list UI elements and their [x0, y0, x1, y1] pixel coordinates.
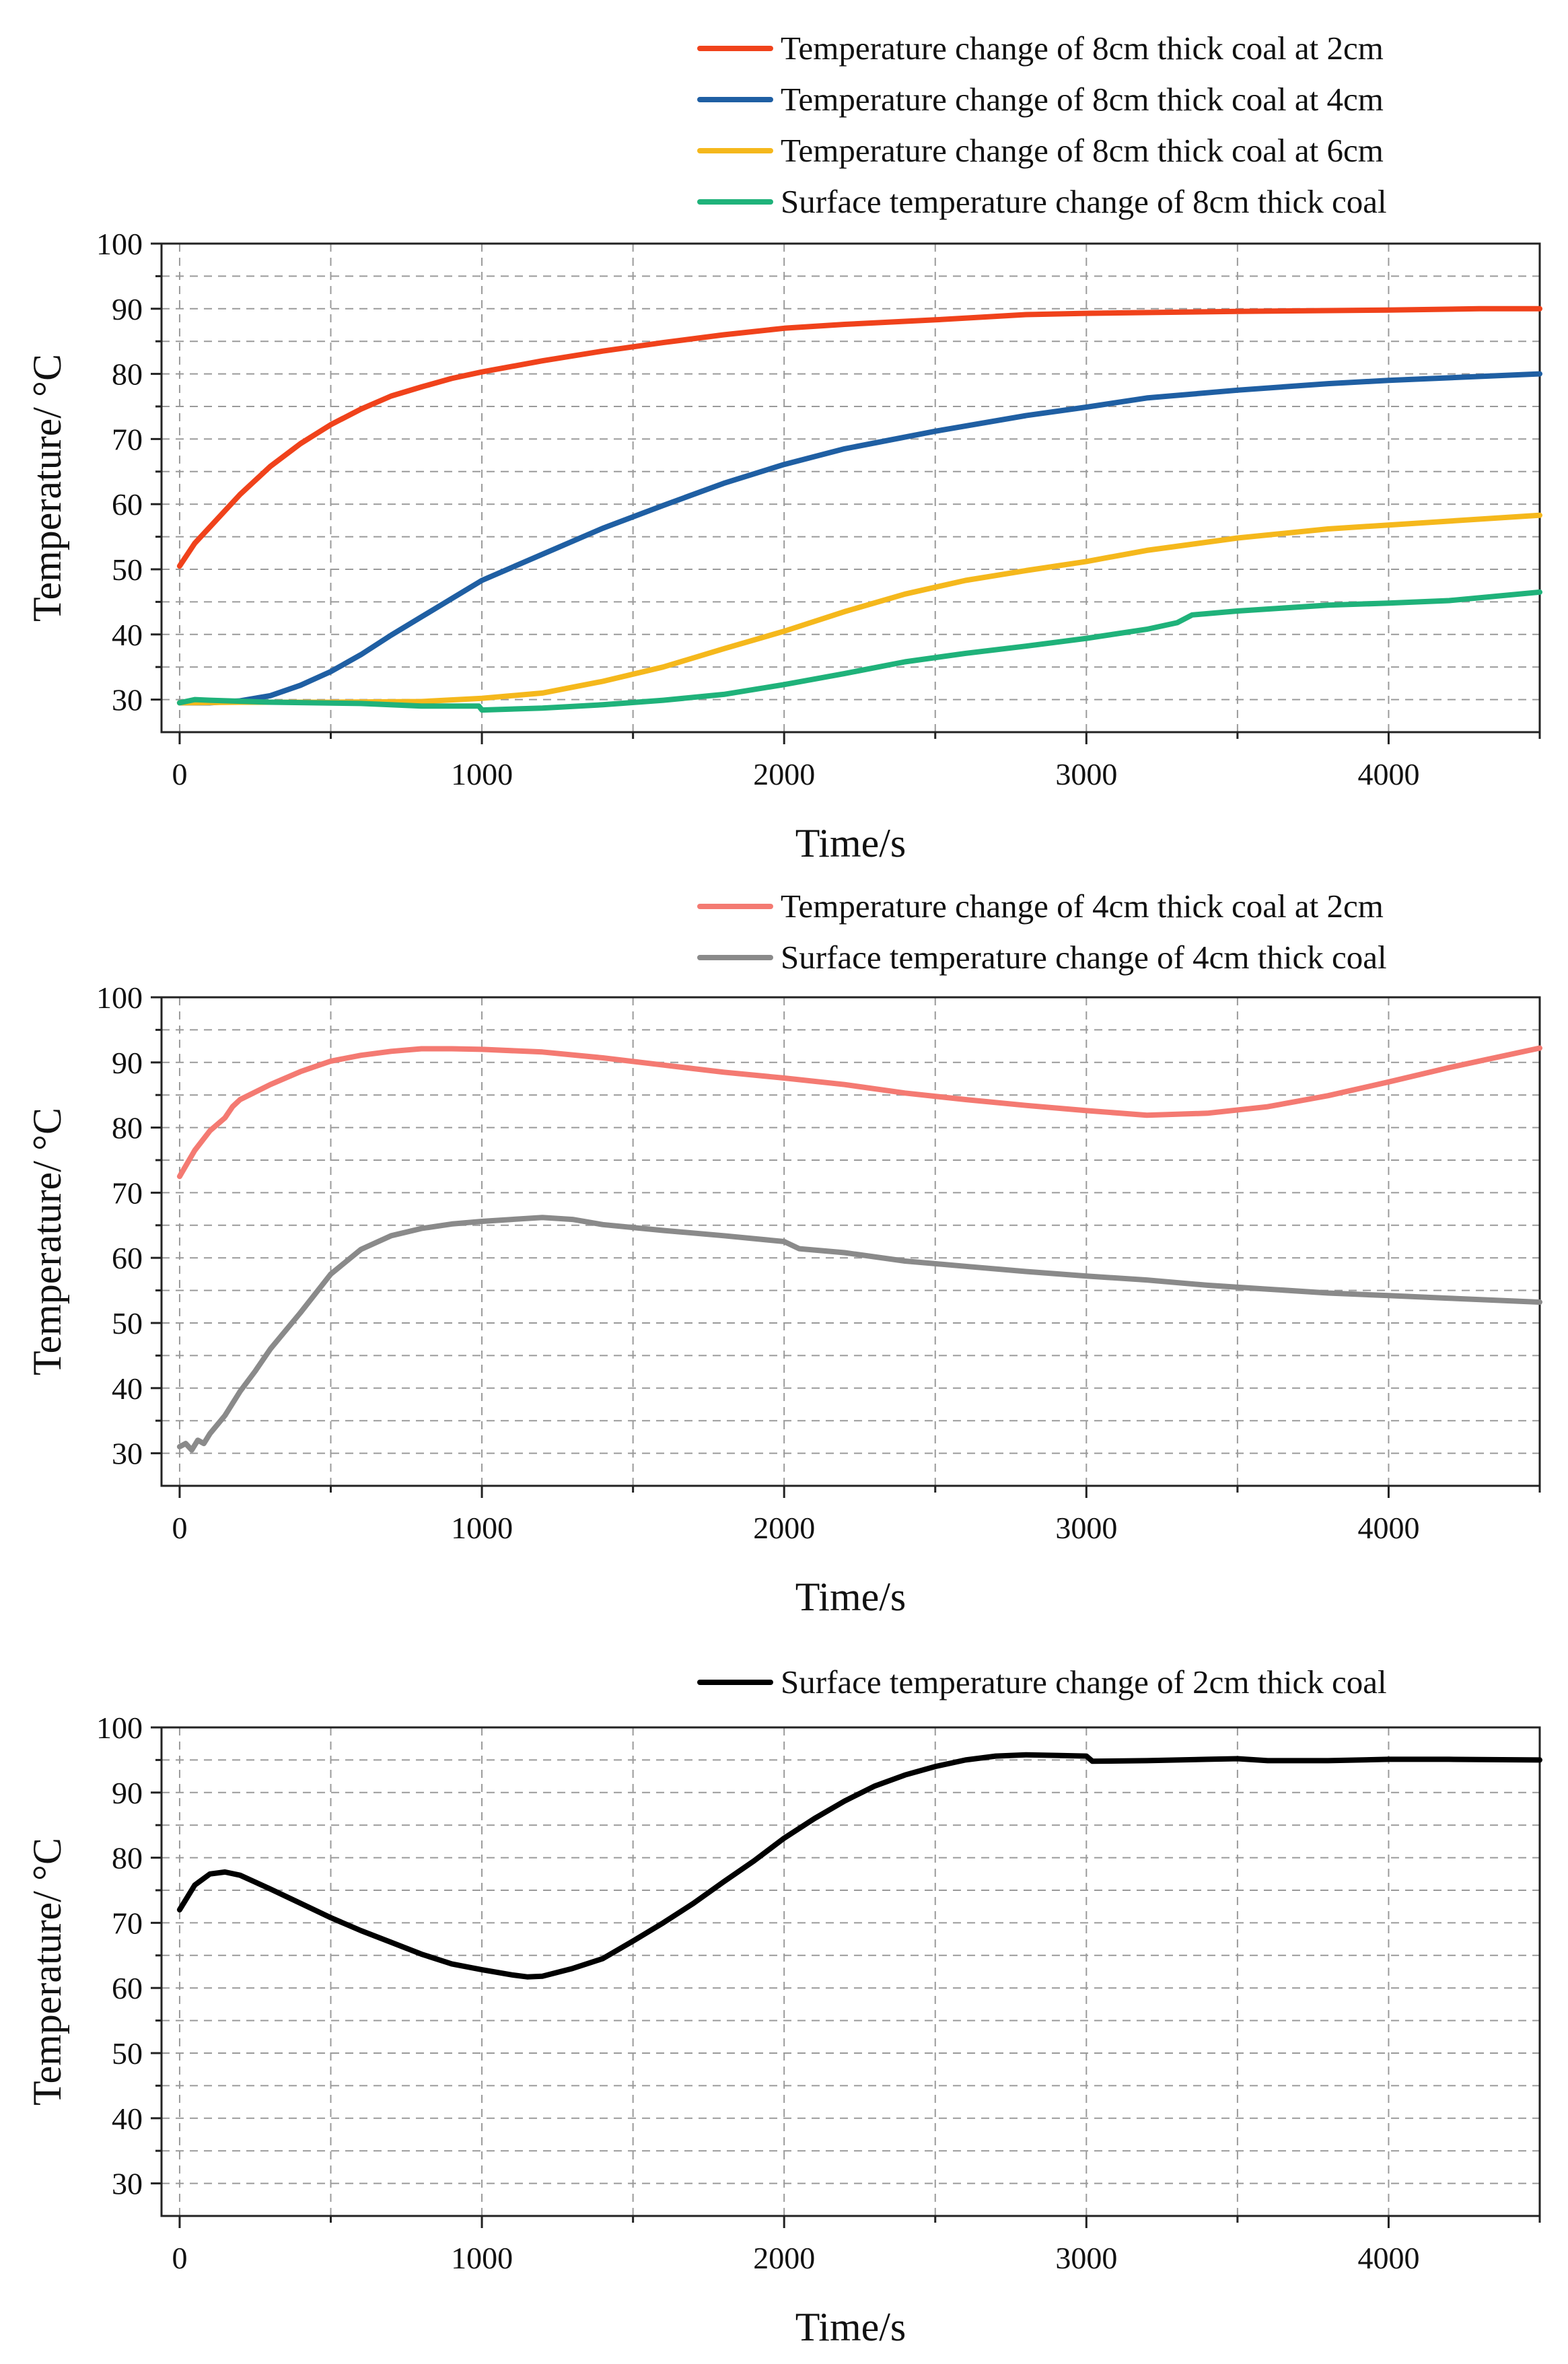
series-line-1: [176, 1045, 1542, 1180]
y-axis-title: Temperature/ °C: [25, 1108, 69, 1375]
x-tick-label: 2000: [753, 1511, 815, 1545]
series-line-1: [176, 306, 1542, 569]
y-tick-label: 80: [112, 1111, 143, 1145]
x-axis-title: Time/s: [795, 821, 906, 865]
x-tick-label: 1000: [451, 2241, 513, 2275]
y-tick-label: 30: [112, 1437, 143, 1471]
series-line-2: [176, 371, 1542, 706]
legend-label: Temperature change of 8cm thick coal at …: [781, 30, 1384, 67]
y-tick-label: 70: [112, 1906, 143, 1940]
y-tick-label: 50: [112, 2036, 143, 2071]
series-group: [176, 1045, 1542, 1453]
y-tick-label: 50: [112, 552, 143, 587]
legend: Temperature change of 8cm thick coal at …: [697, 30, 1387, 220]
series-line-2: [176, 1215, 1542, 1453]
y-tick-label: 70: [112, 422, 143, 456]
y-axis: 30 40 50 60 70 80 90 100: [96, 227, 162, 717]
y-tick-label: 60: [112, 487, 143, 522]
y-tick-label: 100: [96, 980, 143, 1015]
y-tick-label: 30: [112, 683, 143, 717]
y-tick-label: 40: [112, 618, 143, 652]
series-line-1: [176, 1752, 1542, 1980]
legend-label: Temperature change of 4cm thick coal at …: [781, 888, 1384, 925]
x-tick-label: 3000: [1055, 2241, 1117, 2275]
y-tick-label: 70: [112, 1176, 143, 1210]
x-axis-title: Time/s: [795, 1575, 906, 1619]
y-tick-label: 100: [96, 1711, 143, 1745]
x-tick-label: 0: [172, 757, 187, 791]
y-tick-label: 60: [112, 1241, 143, 1275]
x-tick-label: 4000: [1357, 2241, 1419, 2275]
y-tick-label: 90: [112, 292, 143, 326]
y-tick-label: 50: [112, 1306, 143, 1340]
x-tick-label: 0: [172, 1511, 187, 1545]
legend-label: Temperature change of 8cm thick coal at …: [781, 132, 1384, 169]
grid: [162, 997, 1540, 1486]
y-tick-label: 80: [112, 357, 143, 392]
y-tick-label: 80: [112, 1841, 143, 1875]
y-tick-label: 90: [112, 1776, 143, 1810]
y-tick-label: 40: [112, 2102, 143, 2136]
legend-label: Surface temperature change of 8cm thick …: [781, 183, 1387, 220]
legend: Surface temperature change of 2cm thick …: [697, 1663, 1387, 1700]
legend-label: Surface temperature change of 2cm thick …: [781, 1663, 1387, 1700]
x-axis: 0 1000 2000 3000 4000: [172, 1486, 1541, 1545]
series-line-4: [176, 589, 1542, 713]
x-tick-label: 4000: [1357, 1511, 1419, 1545]
series-group: [176, 1752, 1542, 1980]
x-tick-label: 4000: [1357, 757, 1419, 791]
legend-label: Temperature change of 8cm thick coal at …: [781, 81, 1384, 118]
series-line-3: [176, 512, 1542, 706]
series-group: [176, 306, 1542, 713]
x-axis: 0 1000 2000 3000 4000: [172, 2216, 1541, 2275]
grid: [162, 243, 1540, 732]
x-tick-label: 0: [172, 2241, 187, 2275]
y-axis-title: Temperature/ °C: [25, 1838, 69, 2106]
y-axis: 30 40 50 60 70 80 90 100: [96, 1711, 162, 2201]
plot-frame: [160, 242, 1541, 733]
plot-frame: [160, 1726, 1541, 2217]
legend: Temperature change of 4cm thick coal at …: [697, 888, 1387, 976]
y-tick-label: 30: [112, 2167, 143, 2201]
y-axis-title: Temperature/ °C: [25, 354, 69, 622]
x-tick-label: 3000: [1055, 757, 1117, 791]
y-tick-label: 100: [96, 227, 143, 261]
y-tick-label: 40: [112, 1371, 143, 1406]
y-axis: 30 40 50 60 70 80 90 100: [96, 980, 162, 1471]
x-axis-title: Time/s: [795, 2305, 906, 2349]
x-tick-label: 2000: [753, 757, 815, 791]
y-tick-label: 90: [112, 1046, 143, 1080]
plot-frame: [160, 996, 1541, 1487]
x-tick-label: 1000: [451, 1511, 513, 1545]
legend-label: Surface temperature change of 4cm thick …: [781, 939, 1387, 976]
x-tick-label: 2000: [753, 2241, 815, 2275]
y-tick-label: 60: [112, 1971, 143, 2005]
x-axis: 0 1000 2000 3000 4000: [172, 732, 1541, 791]
x-tick-label: 3000: [1055, 1511, 1117, 1545]
x-tick-label: 1000: [451, 757, 513, 791]
